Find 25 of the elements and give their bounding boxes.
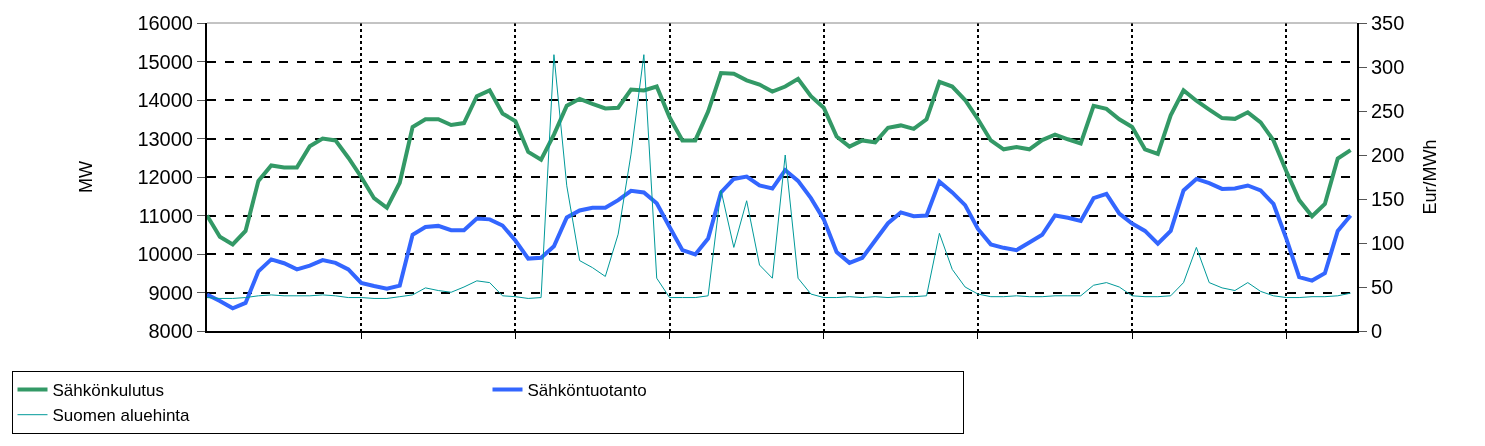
y-tick-label: 11000 — [138, 204, 193, 227]
y-tick-label: 14000 — [137, 89, 193, 111]
line-series — [207, 54, 1352, 299]
y-tick-label: 15000 — [137, 50, 193, 73]
y-tick-label: 8000 — [148, 320, 193, 342]
legend-label: Sähkönkulutus — [52, 381, 165, 401]
y-tick-label: 12000 — [137, 166, 193, 188]
y-tick-label: 16000 — [137, 12, 193, 34]
y-tick-label: 13000 — [137, 127, 193, 150]
y-tick-label: 9000 — [148, 281, 193, 304]
line-series — [207, 71, 1353, 247]
line-series — [207, 168, 1353, 311]
y-axis-title: MW — [76, 161, 97, 193]
y-tick-label: 10000 — [137, 243, 193, 265]
y2-tick-label: 300 — [1371, 56, 1405, 78]
y2-tick-label: 350 — [1371, 12, 1405, 34]
y2-tick-label: 0 — [1371, 320, 1383, 342]
y2-tick-label: 200 — [1371, 144, 1405, 166]
y2-axis-title: Eur/MWh — [1419, 139, 1440, 215]
y2-tick-label: 150 — [1371, 188, 1405, 210]
y2-tick-label: 250 — [1371, 100, 1405, 122]
y2-tick-label: 100 — [1371, 232, 1405, 254]
y2-tick-label: 50 — [1371, 276, 1394, 298]
legend-label: Suomen aluehinta — [52, 406, 191, 426]
legend-label: Sähköntuotanto — [527, 381, 647, 401]
